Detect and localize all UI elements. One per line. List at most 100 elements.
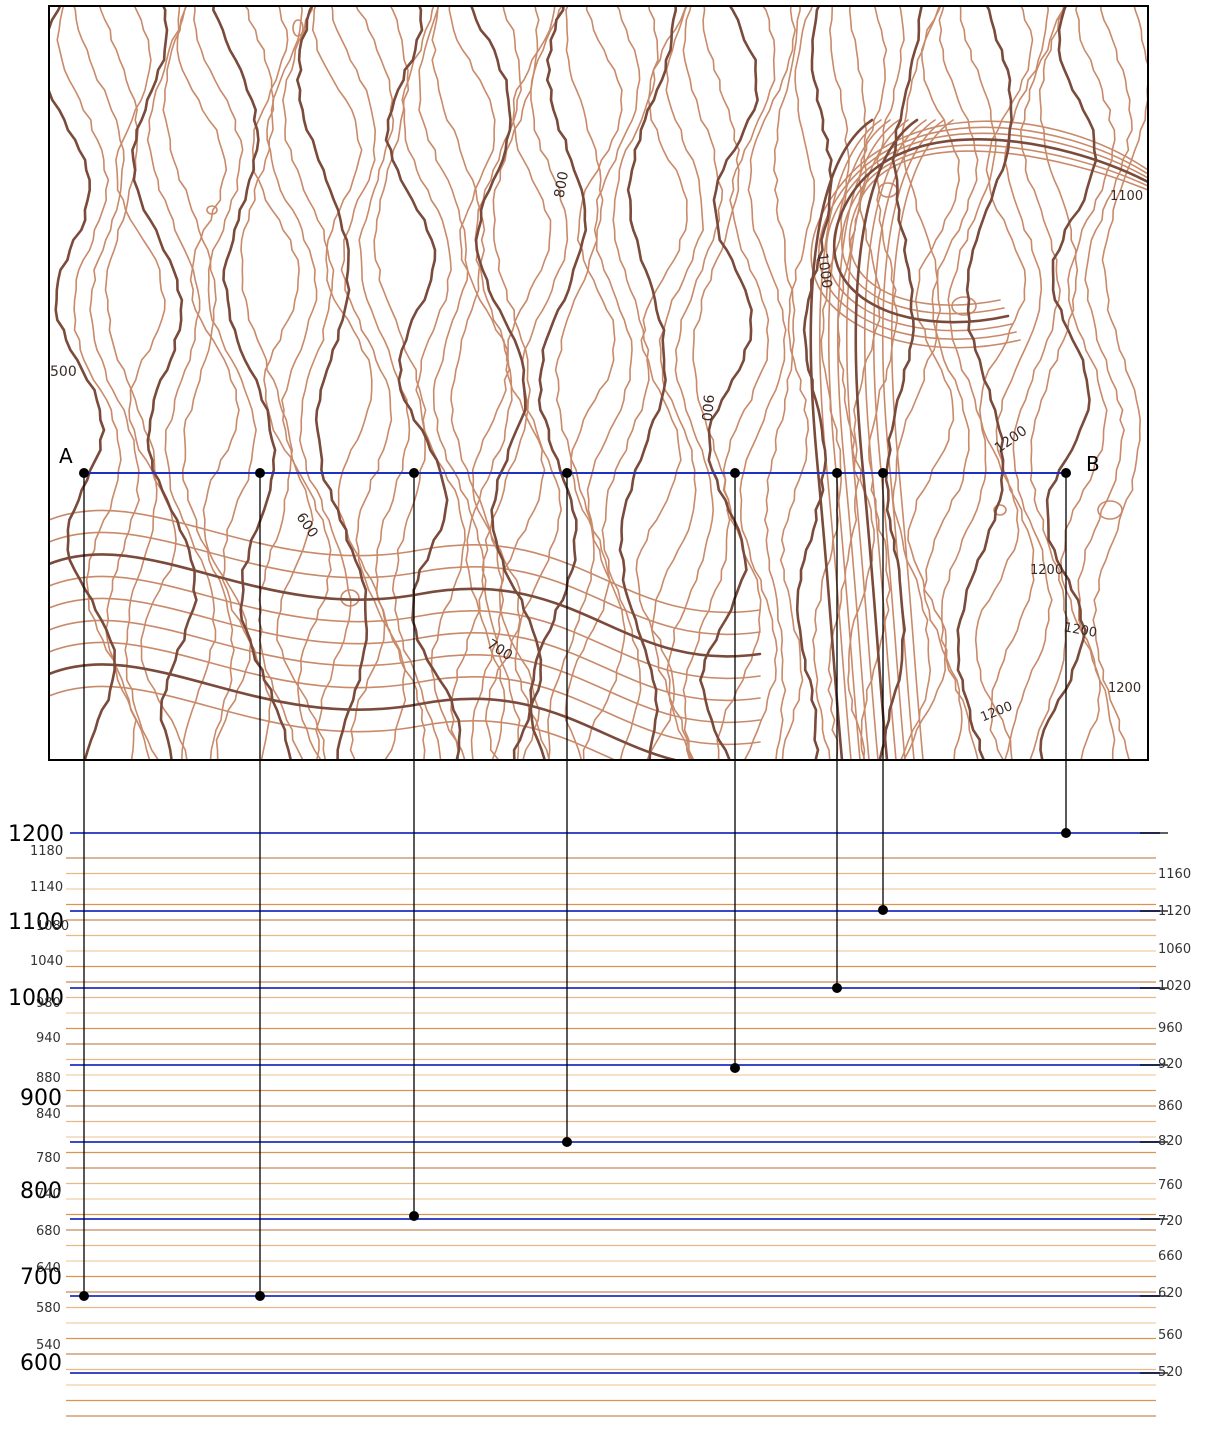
right-minor-label-860: 860	[1158, 1099, 1183, 1114]
contour-line	[1092, 6, 1148, 760]
contour-label-800: 800	[552, 170, 572, 199]
contour-line	[49, 685, 617, 760]
contour-line	[115, 6, 188, 760]
left-minor-label-880: 880	[36, 1071, 61, 1086]
contour-loop	[206, 205, 218, 215]
index-contour	[49, 6, 116, 760]
contour-line	[923, 6, 979, 760]
index-contour	[809, 118, 874, 760]
contour-loop	[993, 504, 1007, 516]
contour-label-1000: 1000	[814, 252, 835, 290]
profile-points	[79, 828, 1071, 1301]
index-contour	[878, 6, 923, 760]
left-minor-label-740: 740	[36, 1187, 61, 1202]
contour-line	[311, 6, 386, 760]
contour-line	[779, 6, 816, 760]
contour-loop	[1097, 500, 1123, 520]
point-b-label: B	[1086, 452, 1100, 476]
contour-line	[828, 119, 891, 760]
contour-line	[240, 6, 304, 760]
contour-label-900: 900	[698, 394, 716, 422]
index-contour	[131, 6, 198, 760]
left-minor-label-840: 840	[36, 1107, 61, 1122]
left-minor-label-1080: 1080	[36, 919, 69, 934]
contour-line	[49, 597, 761, 702]
contour-loop	[292, 19, 304, 37]
index-contour	[212, 6, 293, 760]
contour-line	[49, 509, 761, 614]
contour-line	[56, 6, 137, 760]
contour-line	[892, 6, 942, 760]
contour-line	[827, 6, 868, 760]
major-label-900: 900	[20, 1086, 62, 1111]
right-minor-label-620: 620	[1158, 1286, 1183, 1301]
major-grid-lines	[70, 832, 1168, 1374]
right-minor-label-1160: 1160	[1158, 867, 1191, 882]
contour-line	[826, 132, 1148, 332]
contour-line	[49, 619, 761, 724]
profile-point	[409, 1211, 419, 1221]
contour-line	[547, 6, 604, 760]
contour-line	[1004, 6, 1065, 760]
left-minor-label-940: 940	[36, 1031, 61, 1046]
contour-line	[1077, 6, 1133, 760]
index-contour	[49, 553, 762, 658]
contour-line	[431, 6, 505, 760]
major-label-700: 700	[20, 1265, 62, 1290]
profile-point	[562, 1137, 572, 1147]
index-contour	[384, 6, 462, 760]
map-background	[49, 6, 1148, 760]
major-label-1100: 1100	[8, 910, 64, 935]
right-minor-label-720: 720	[1158, 1214, 1183, 1229]
left-minor-label-640: 640	[36, 1261, 61, 1276]
profile-point	[1061, 828, 1071, 838]
right-minor-label-1060: 1060	[1158, 942, 1191, 957]
index-contour	[1039, 6, 1098, 760]
contour-line	[837, 119, 900, 760]
contour-label-500: 500	[50, 364, 77, 380]
right-minor-label-560: 560	[1158, 1328, 1183, 1343]
topographic-map: 500 600 700 800 900 1000 1100 1200 1200 …	[48, 5, 1149, 761]
profile-grid: 1200 1100 1000 900 800 700 600 1180 1140…	[8, 473, 1191, 1417]
contour-line	[401, 6, 466, 760]
major-label-1200: 1200	[8, 822, 64, 847]
contour-line	[812, 6, 850, 760]
right-minor-label-520: 520	[1158, 1365, 1183, 1380]
contour-label-1200-c: 1200	[1063, 620, 1098, 641]
right-minor-label-820: 820	[1158, 1134, 1183, 1149]
major-label-1000: 1000	[8, 986, 64, 1011]
profile-point	[79, 1291, 89, 1301]
profile-point	[730, 1063, 740, 1073]
contour-line	[498, 6, 556, 760]
right-minor-label-920: 920	[1158, 1057, 1183, 1072]
contour-line	[193, 6, 272, 760]
left-minor-label-540: 540	[36, 1338, 61, 1353]
index-contour	[469, 6, 543, 760]
contour-line	[903, 6, 960, 760]
left-minor-label-680: 680	[36, 1224, 61, 1239]
right-minor-label-960: 960	[1158, 1021, 1183, 1036]
contour-line	[266, 6, 332, 760]
contour-lines	[49, 6, 1148, 760]
contour-label-1100: 1100	[1110, 189, 1143, 204]
contour-line	[651, 6, 704, 760]
index-contour	[529, 6, 588, 760]
contour-label-1200-b: 1200	[1030, 563, 1063, 578]
profile-point	[878, 905, 888, 915]
major-label-800: 800	[20, 1179, 62, 1204]
contour-line	[739, 6, 796, 760]
index-contour	[854, 118, 919, 760]
right-minor-label-1020: 1020	[1158, 979, 1191, 994]
left-minor-label-1040: 1040	[30, 954, 63, 969]
contour-loop	[951, 296, 977, 316]
right-minor-label-1120: 1120	[1158, 904, 1191, 919]
right-minor-label-660: 660	[1158, 1249, 1183, 1264]
contour-label-1200-e: 1200	[1108, 681, 1141, 696]
minor-grid-lines	[66, 857, 1156, 1417]
left-minor-label-580: 580	[36, 1301, 61, 1316]
point-a-label: A	[59, 444, 73, 468]
index-contour	[833, 138, 1148, 324]
profile-point	[255, 1291, 265, 1301]
contour-line	[635, 6, 688, 760]
contour-line	[373, 6, 442, 760]
